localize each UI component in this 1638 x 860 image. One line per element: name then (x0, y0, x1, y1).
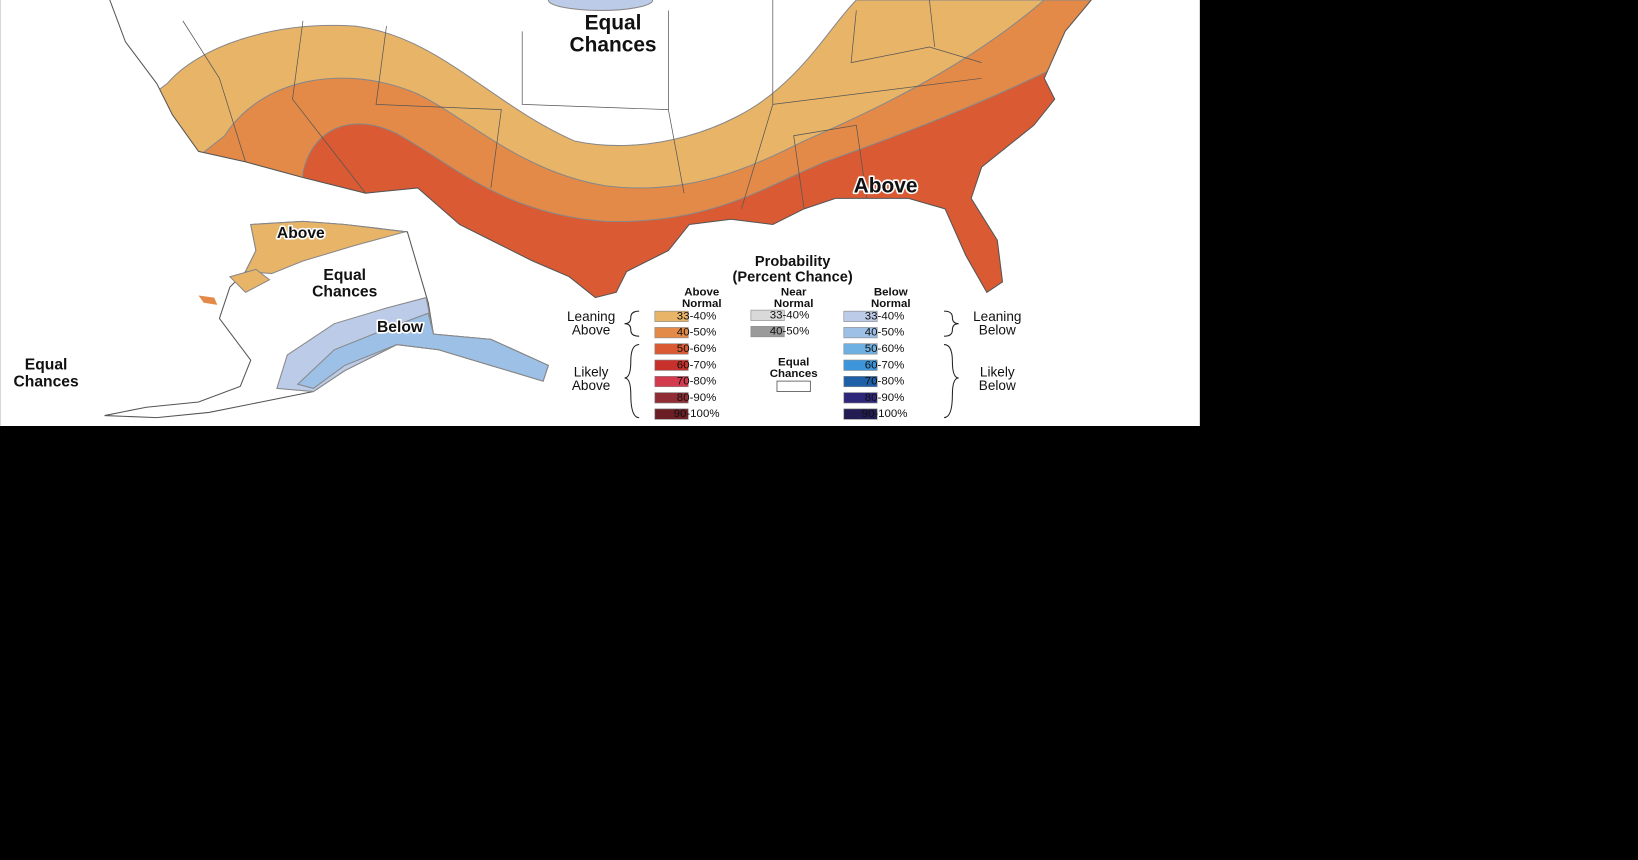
legend-item-label: 60-70% (865, 359, 905, 371)
legend-equal-chances: Chances (770, 368, 818, 380)
legend-group-label: Leaning (973, 309, 1021, 324)
legend-item-label: 33-40% (677, 310, 717, 322)
contiguous-us (109, 0, 1092, 298)
legend-swatch (654, 310, 689, 322)
map-label: Equal (323, 267, 366, 284)
legend-swatch (654, 392, 689, 404)
map-label: Above (854, 174, 918, 197)
legend-item-label: 90-100% (862, 408, 908, 420)
map-label: Below (377, 319, 424, 336)
map-label: Equal (585, 12, 642, 35)
legend-swatch (843, 375, 878, 388)
legend-item-label: 70-80% (677, 376, 717, 388)
legend-column-header: Near (781, 286, 807, 298)
legend-group-label: Leaning (567, 309, 615, 324)
legend: Probability(Percent Chance)AboveNormal33… (567, 254, 1021, 420)
legend-item-label: 40-50% (770, 326, 810, 338)
legend-swatch (843, 359, 878, 371)
legend-title: Probability (755, 254, 831, 270)
legend-column-header: Normal (871, 298, 911, 310)
legend-swatch (750, 309, 785, 321)
legend-group-label: Below (979, 378, 1016, 393)
legend-swatch (654, 343, 689, 355)
legend-group-label: Above (572, 323, 610, 338)
legend-column-header: Normal (774, 298, 814, 310)
map-label: Equal (25, 357, 68, 374)
legend-item-label: 33-40% (770, 309, 810, 321)
map-label: Chances (312, 283, 378, 300)
map-label: Above (277, 225, 325, 242)
legend-swatch (843, 310, 878, 322)
legend-item-label: 90-100% (674, 408, 720, 420)
legend-item-label: 80-90% (677, 392, 717, 404)
legend-column-header: Above (684, 286, 719, 298)
legend-item-label: 33-40% (865, 310, 905, 322)
legend-equal-chances: Equal (778, 356, 809, 368)
legend-column-header: Below (874, 286, 908, 298)
legend-group-label: Below (979, 323, 1016, 338)
map-label: Chances (13, 373, 79, 390)
legend-group-label: Likely (980, 364, 1015, 379)
legend-title: (Percent Chance) (733, 270, 853, 286)
legend-swatch (654, 408, 689, 420)
map-label: Chances (570, 33, 657, 56)
legend-item-label: 70-80% (865, 376, 905, 388)
legend-swatch (776, 380, 811, 392)
legend-swatch (654, 327, 689, 339)
legend-item-label: 80-90% (865, 392, 905, 404)
legend-swatch (654, 359, 689, 371)
legend-swatch (750, 326, 785, 338)
legend-swatch (843, 327, 878, 339)
legend-swatch (654, 375, 689, 388)
us-outline (109, 0, 1092, 299)
legend-item-label: 60-70% (677, 359, 717, 371)
legend-swatch (843, 343, 878, 355)
legend-group-label: Likely (574, 364, 609, 379)
legend-item-label: 40-50% (677, 327, 717, 339)
outlook-map: EqualChancesAboveAboveEqualChancesBelowE… (0, 0, 1200, 426)
legend-item-label: 50-60% (865, 343, 905, 355)
alaska (104, 220, 549, 419)
legend-item-label: 50-60% (677, 343, 717, 355)
legend-swatch (843, 408, 878, 420)
map-labels: EqualChancesAboveAboveEqualChancesBelowE… (12, 10, 919, 392)
legend-swatch (843, 392, 878, 404)
legend-column-header: Normal (682, 298, 722, 310)
legend-item-label: 40-50% (865, 327, 905, 339)
legend-group-label: Above (572, 378, 610, 393)
